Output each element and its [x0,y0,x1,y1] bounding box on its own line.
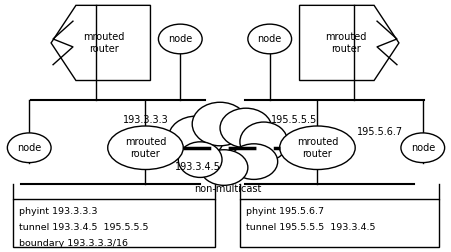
Ellipse shape [108,126,183,170]
Text: 193.3.3.3: 193.3.3.3 [123,115,168,125]
Text: tunnel 195.5.5.5  193.3.4.5: tunnel 195.5.5.5 193.3.4.5 [246,223,375,232]
Text: node: node [17,143,41,153]
Text: 195.5.5.5: 195.5.5.5 [272,115,318,125]
Ellipse shape [230,144,278,179]
Ellipse shape [401,133,445,163]
Ellipse shape [168,116,224,160]
Bar [14,199,215,247]
Ellipse shape [248,24,292,54]
Ellipse shape [158,24,202,54]
Ellipse shape [240,122,288,162]
Bar [240,199,439,247]
Text: phyint 195.5.6.7: phyint 195.5.6.7 [246,207,324,216]
Text: mrouted
router: mrouted router [326,32,367,54]
Text: boundary 193.3.3.3/16: boundary 193.3.3.3/16 [19,239,128,248]
Text: node: node [411,143,435,153]
Text: node: node [168,34,193,44]
Ellipse shape [178,142,222,177]
Text: 193.3.4.5: 193.3.4.5 [175,162,221,172]
Text: 195.5.6.7: 195.5.6.7 [357,127,403,137]
Text: non-multicast: non-multicast [194,184,262,194]
Ellipse shape [200,150,248,185]
Ellipse shape [192,102,248,146]
Text: node: node [258,34,282,44]
Text: phyint 193.3.3.3: phyint 193.3.3.3 [19,207,98,216]
Ellipse shape [280,126,355,170]
Text: mrouted
router: mrouted router [297,137,338,159]
Text: mrouted
router: mrouted router [83,32,124,54]
Ellipse shape [220,108,272,148]
Text: tunnel 193.3.4.5  195.5.5.5: tunnel 193.3.4.5 195.5.5.5 [19,223,149,232]
Text: mrouted
router: mrouted router [125,137,166,159]
Ellipse shape [7,133,51,163]
